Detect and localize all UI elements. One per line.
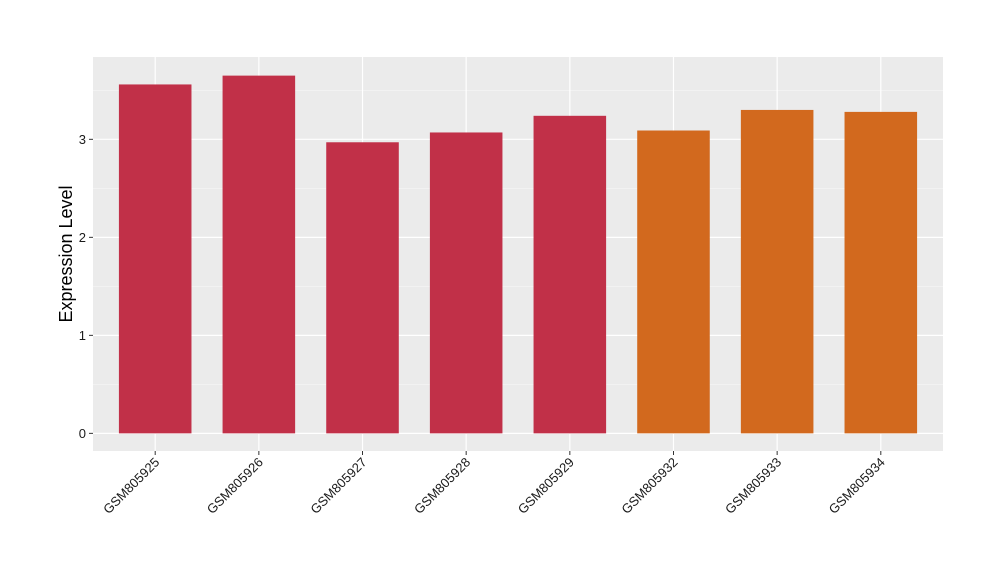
x-tick-label: GSM805932	[618, 455, 680, 517]
x-tick-label: GSM805925	[100, 455, 162, 517]
plot-panel	[93, 57, 943, 451]
y-tick-label: 2	[79, 230, 86, 245]
bar-gsm805932	[637, 130, 710, 434]
bar-gsm805925	[118, 84, 192, 434]
bar-gsm805929	[533, 115, 607, 434]
x-tick-label: GSM805926	[204, 455, 266, 517]
bar-gsm805933	[740, 109, 814, 434]
bar-gsm805928	[429, 132, 503, 434]
x-tick-label: GSM805933	[722, 455, 784, 517]
bars	[118, 75, 918, 434]
x-tick-label: GSM805927	[307, 455, 369, 517]
x-tick-label: GSM805934	[826, 455, 888, 517]
bar-gsm805934	[844, 111, 918, 434]
x-tick-label: GSM805928	[411, 455, 473, 517]
y-tick-label: 1	[79, 328, 86, 343]
bar-gsm805926	[222, 75, 296, 434]
x-axis: GSM805925 GSM805926 GSM805927 GSM805928 GSM8…	[100, 451, 888, 517]
x-tick-label: GSM805929	[515, 455, 577, 517]
y-axis-title: Expression Level	[56, 185, 76, 322]
bar-gsm805927	[326, 142, 399, 434]
y-axis: 0 1 2 3	[79, 132, 93, 441]
y-tick-label: 3	[79, 132, 86, 147]
y-tick-label: 0	[79, 426, 86, 441]
